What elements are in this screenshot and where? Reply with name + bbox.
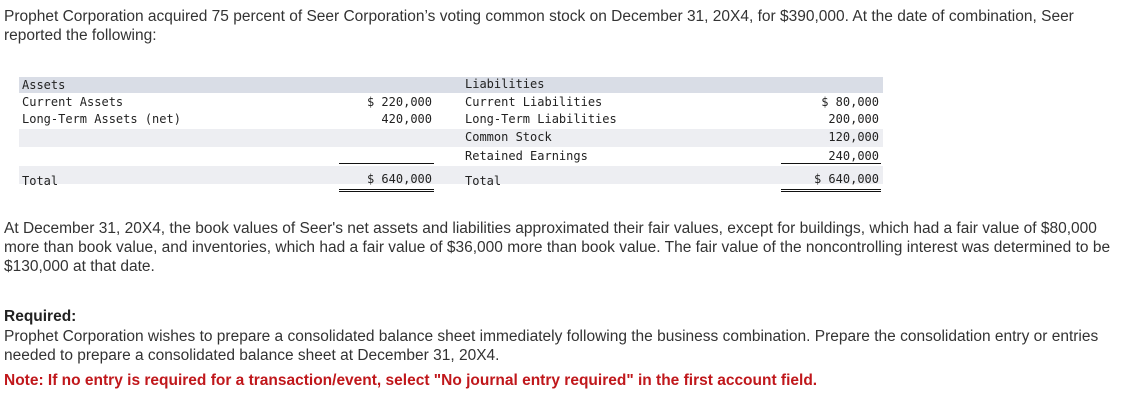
retained-earnings-label: Retained Earnings xyxy=(465,149,588,163)
balance-sheet-table: Assets Liabilities Current Assets $ 220,… xyxy=(19,74,883,198)
assets-header: Assets xyxy=(22,78,66,92)
common-stock-label: Common Stock xyxy=(465,130,552,144)
total-assets-label: Total xyxy=(22,174,59,188)
liabilities-total-double-rule xyxy=(781,189,881,192)
retained-earnings-value: 240,000 xyxy=(828,149,879,163)
current-assets-value: $ 220,000 xyxy=(366,95,432,109)
current-liabilities-label: Current Liabilities xyxy=(465,95,603,109)
assets-subtotal-rule xyxy=(339,163,434,164)
intro-paragraph: Prophet Corporation acquired 75 percent … xyxy=(4,8,1074,44)
row-band-common-stock xyxy=(19,129,883,147)
liabilities-subtotal-rule xyxy=(781,163,881,164)
current-liabilities-value: $ 80,000 xyxy=(821,95,879,109)
common-stock-value: 120,000 xyxy=(828,130,879,144)
fair-value-paragraph: At December 31, 20X4, the book values of… xyxy=(4,220,1111,275)
current-assets-label: Current Assets xyxy=(22,95,124,109)
total-assets-value: $ 640,000 xyxy=(366,172,432,186)
long-term-assets-label: Long-Term Assets (net) xyxy=(22,112,181,126)
long-term-assets-value: 420,000 xyxy=(381,112,432,126)
long-term-liabilities-value: 200,000 xyxy=(828,112,879,126)
total-liabilities-value: $ 640,000 xyxy=(813,172,879,186)
required-paragraph: Prophet Corporation wishes to prepare a … xyxy=(4,328,1099,364)
total-liabilities-label: Total xyxy=(465,174,502,188)
header-row-band xyxy=(19,77,883,93)
note-text: Note: If no entry is required for a tran… xyxy=(4,372,818,389)
long-term-liabilities-label: Long-Term Liabilities xyxy=(465,112,617,126)
assets-total-double-rule xyxy=(339,189,434,192)
liabilities-header: Liabilities xyxy=(465,77,545,91)
required-heading: Required: xyxy=(4,308,77,325)
row-band-total xyxy=(19,166,883,184)
